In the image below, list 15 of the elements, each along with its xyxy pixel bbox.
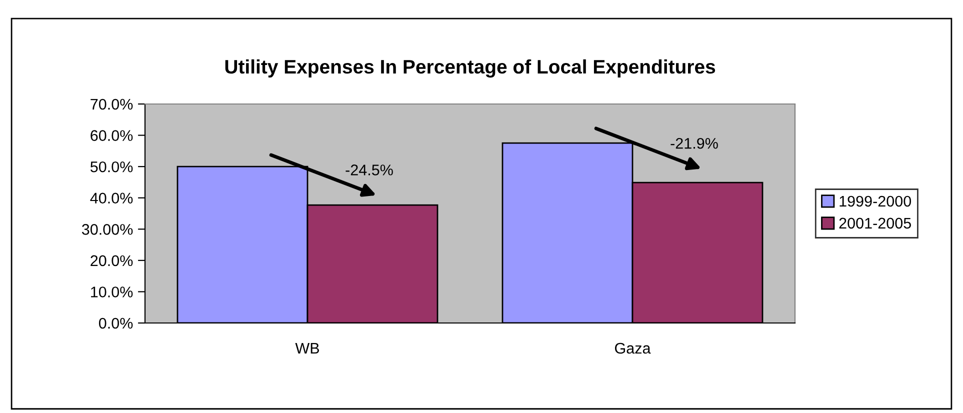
y-tick-label: 20.0%	[90, 255, 133, 266]
x-tick-label: Gaza	[615, 342, 651, 354]
y-tick-label: 50.0%	[90, 161, 133, 172]
annotation: -21.9%	[670, 138, 718, 149]
y-tick-label: 60.0%	[90, 130, 133, 141]
y-tick-label: 10.0%	[91, 286, 133, 298]
y-tick-label: 30.00%	[82, 224, 133, 235]
y-tick-label: 40.0%	[90, 192, 133, 204]
legend-label: 2001-2005	[839, 218, 911, 229]
x-tick-label: WB	[295, 343, 319, 354]
legend-label: 1999-2000	[840, 196, 912, 207]
y-tick-label: 70.0%	[90, 98, 133, 110]
annotation: -24.5%	[346, 164, 393, 176]
y-tick-label: 0.0%	[98, 318, 133, 329]
chart-title: Utility Expenses In Percentage of Local Expenditures	[225, 59, 716, 78]
